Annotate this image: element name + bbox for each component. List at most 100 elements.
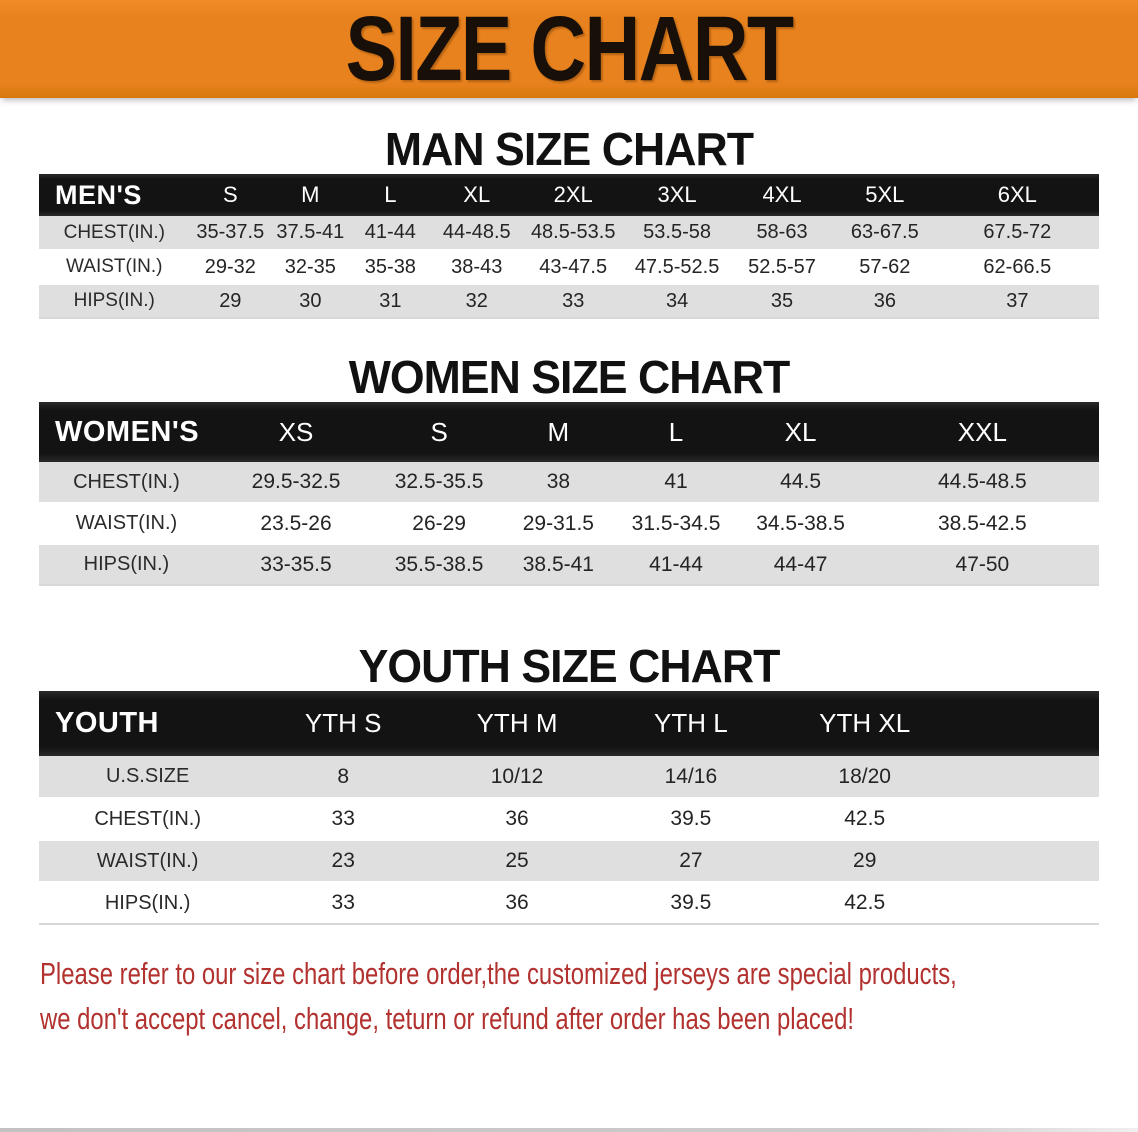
measurement-value: 34.5-38.5 [735, 503, 866, 545]
size-column-header: 6XL [935, 174, 1099, 216]
measurement-value: 57-62 [833, 250, 936, 285]
measurement-value: 29-31.5 [500, 503, 617, 545]
size-column-header: XS [213, 402, 379, 462]
measurement-value: 52.5-57 [730, 250, 834, 285]
size-column-header: 2XL [522, 174, 625, 216]
size-column-header: 3XL [624, 174, 731, 216]
disclaimer-line-2: we don't accept cancel, change, teturn o… [40, 1001, 855, 1036]
measurement-row: CHEST(IN.) 35-37.5 37.5-41 41-44 44-48.5 48.5… [39, 216, 1099, 251]
measurement-value: 48.5-53.5 [522, 216, 625, 251]
row-filler-cell [951, 882, 1099, 925]
size-header-row: WOMEN'S XS S M L XL XXL [39, 402, 1099, 462]
measurement-value: 32-35 [271, 250, 350, 285]
size-column-header: YTH M [430, 691, 604, 756]
measurement-value: 36 [833, 284, 936, 319]
size-header-row: YOUTH YTH S YTH M YTH L YTH XL [39, 691, 1099, 756]
measurement-value: 62-66.5 [935, 250, 1099, 285]
measurement-value: 41 [616, 462, 736, 504]
measurement-value: 33 [522, 284, 625, 319]
measurement-value: 35.5-38.5 [378, 544, 501, 586]
measurement-value: 30 [271, 284, 350, 319]
size-column-header: L [616, 402, 736, 462]
measurement-value: 38 [500, 462, 617, 504]
women-size-table: WOMEN'S XS S M L XL XXL CHEST(IN.) 29.5-32.5 32.5… [39, 402, 1099, 586]
measurement-value: 26-29 [378, 503, 501, 545]
measurement-value: 31 [349, 284, 432, 319]
measurement-value: 38.5-41 [500, 544, 617, 586]
youth-size-table: YOUTH YTH S YTH M YTH L YTH XL U.S.SIZE 8 10/12… [39, 691, 1099, 925]
row-label: CHEST(IN.) [39, 216, 190, 251]
measurement-value: 53.5-58 [624, 216, 731, 251]
header-filler-cell [951, 691, 1099, 756]
measurement-value: 44.5 [735, 462, 866, 504]
measurement-value: 44-48.5 [431, 216, 523, 251]
measurement-value: 38.5-42.5 [865, 503, 1099, 545]
disclaimer: Please refer to our size chart before or… [40, 951, 1138, 1041]
measurement-value: 29 [777, 840, 952, 883]
measurement-value: 25 [430, 840, 604, 883]
measurement-value: 35-38 [349, 250, 432, 285]
measurement-value: 58-63 [730, 216, 834, 251]
measurement-row: HIPS(IN.) 33-35.5 35.5-38.5 38.5-41 41-44 44-… [39, 544, 1099, 586]
measurement-value: 27 [603, 840, 778, 883]
disclaimer-line-1: Please refer to our size chart before or… [40, 956, 957, 991]
row-label: HIPS(IN.) [39, 544, 214, 586]
measurement-value: 32 [431, 284, 523, 319]
measurement-row: WAIST(IN.) 23.5-26 26-29 29-31.5 31.5-34.5 34… [39, 503, 1099, 545]
size-column-header: S [378, 402, 501, 462]
measurement-value: 29.5-32.5 [213, 462, 379, 504]
measurement-value: 35 [730, 284, 834, 319]
measurement-value: 43-47.5 [522, 250, 625, 285]
measurement-value: 38-43 [431, 250, 523, 285]
measurement-value: 41-44 [616, 544, 736, 586]
size-column-header: XL [431, 174, 523, 216]
measurement-value: 39.5 [603, 798, 778, 841]
measurement-value: 23.5-26 [213, 503, 379, 545]
row-label: CHEST(IN.) [39, 462, 214, 504]
youth-size-chart-title: YOUTH SIZE CHART [358, 640, 781, 692]
measurement-value: 42.5 [777, 798, 952, 841]
women-size-chart-title: WOMEN SIZE CHART [348, 351, 791, 403]
size-column-header: S [189, 174, 272, 216]
measurement-row: HIPS(IN.) 33 36 39.5 42.5 [39, 882, 1099, 925]
measurement-value: 36 [430, 882, 604, 925]
measurement-value: 33 [256, 882, 431, 925]
measurement-value: 37.5-41 [271, 216, 350, 251]
measurement-value: 10/12 [430, 756, 604, 799]
measurement-value: 34 [624, 284, 731, 319]
measurement-row: HIPS(IN.) 29 30 31 32 33 34 35 36 37 [39, 284, 1099, 319]
size-column-header: L [349, 174, 432, 216]
measurement-value: 67.5-72 [935, 216, 1099, 251]
size-column-header: M [500, 402, 617, 462]
men-size-table: MEN'S S M L XL 2XL 3XL 4XL 5XL 6XL CHEST(IN.) 35-37… [39, 174, 1099, 319]
size-header-row: MEN'S S M L XL 2XL 3XL 4XL 5XL 6XL [39, 174, 1099, 216]
measurement-value: 29-32 [189, 250, 272, 285]
size-column-header: XL [735, 402, 866, 462]
group-label: YOUTH [39, 691, 257, 756]
row-label: HIPS(IN.) [39, 284, 190, 319]
row-label: U.S.SIZE [39, 756, 257, 799]
measurement-value: 44-47 [735, 544, 866, 586]
size-column-header: YTH L [603, 691, 778, 756]
measurement-value: 18/20 [777, 756, 952, 799]
size-column-header: 4XL [730, 174, 834, 216]
row-label: WAIST(IN.) [39, 503, 214, 545]
measurement-value: 33 [256, 798, 431, 841]
size-column-header: YTH S [256, 691, 431, 756]
measurement-row: WAIST(IN.) 29-32 32-35 35-38 38-43 43-47.5 47.… [39, 250, 1099, 285]
banner-title: SIZE CHART [345, 0, 795, 100]
row-label: WAIST(IN.) [39, 250, 190, 285]
row-filler-cell [951, 840, 1099, 883]
measurement-value: 37 [935, 284, 1099, 319]
size-column-header: XXL [865, 402, 1099, 462]
measurement-value: 23 [256, 840, 431, 883]
size-column-header: YTH XL [777, 691, 952, 756]
row-label: CHEST(IN.) [39, 798, 257, 841]
man-size-chart-title: MAN SIZE CHART [384, 123, 754, 175]
row-label: WAIST(IN.) [39, 840, 257, 883]
measurement-value: 47-50 [865, 544, 1099, 586]
measurement-value: 33-35.5 [213, 544, 379, 586]
measurement-row: CHEST(IN.) 29.5-32.5 32.5-35.5 38 41 44.5 44.5… [39, 462, 1099, 504]
measurement-value: 29 [189, 284, 272, 319]
measurement-row: U.S.SIZE 8 10/12 14/16 18/20 [39, 756, 1099, 799]
